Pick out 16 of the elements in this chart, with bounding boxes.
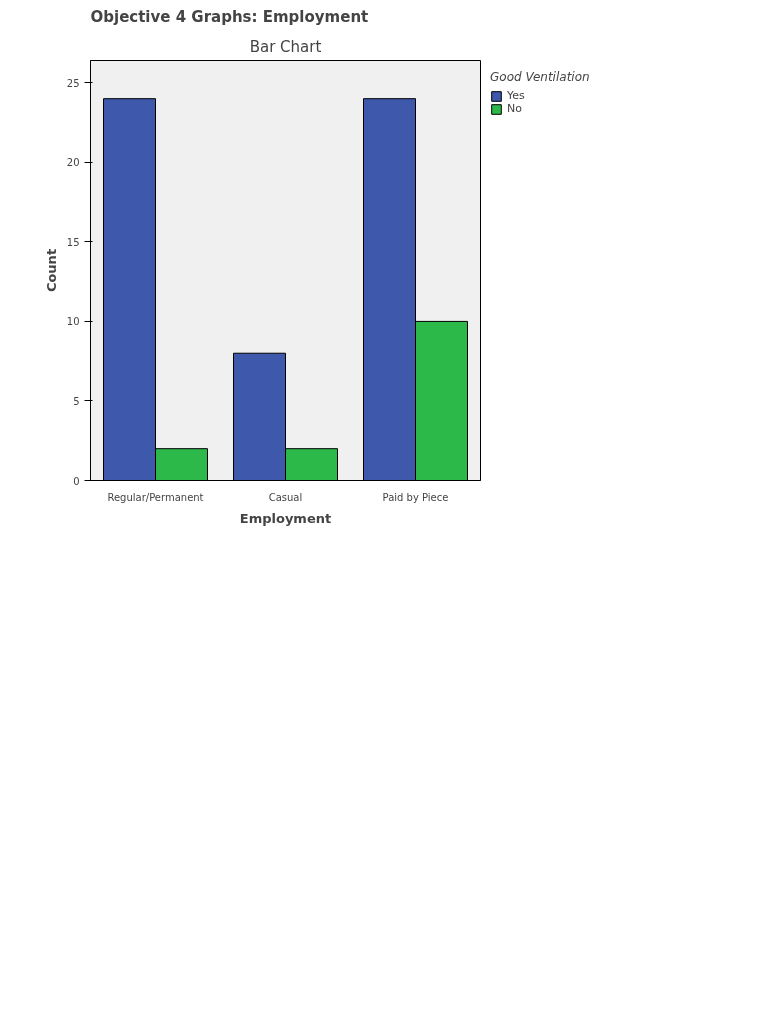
y-tick-label: 5: [73, 395, 80, 407]
y-tick-label: 0: [73, 475, 80, 487]
x-axis-title: Employment: [239, 510, 332, 526]
legend-title: Good Ventilation: [490, 70, 590, 84]
y-tick-label: 15: [66, 236, 80, 248]
legend-label: No: [507, 102, 523, 115]
y-tick-label: 10: [66, 316, 80, 328]
legend-label: Yes: [507, 89, 526, 102]
x-tick-label: Paid by Piece: [382, 491, 449, 503]
chart-subtitle: Bar Chart: [249, 37, 322, 56]
y-axis-title: Count: [43, 248, 59, 293]
chart-title: Objective 4 Graphs: Employment: [90, 7, 369, 26]
x-tick-label: Casual: [268, 491, 303, 503]
y-tick-label: 25: [66, 77, 80, 89]
x-tick-label: Regular/Permanent: [107, 491, 204, 503]
y-tick-label: 20: [66, 157, 80, 169]
